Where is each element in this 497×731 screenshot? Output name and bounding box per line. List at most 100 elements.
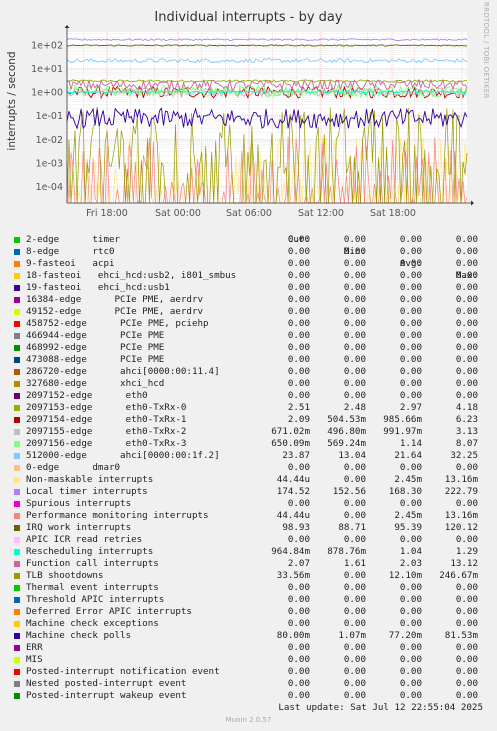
legend-swatch (14, 537, 20, 543)
legend-series-name: 49152-edge PCIe PME, aerdrv (26, 306, 204, 317)
legend-max: 0.00 (455, 498, 478, 509)
legend-max: 246.67m (439, 570, 478, 581)
legend-avg: 0.00 (399, 678, 422, 689)
legend-cur: 0.00 (287, 534, 310, 545)
legend-cur: 0.00 (287, 318, 310, 329)
legend-max: 13.12 (450, 558, 478, 569)
header-avg: Avg: (399, 258, 422, 269)
legend-row: Machine check polls 80.00m 1.07m 77.20m 81.5… (0, 630, 497, 642)
legend-cur: 80.00m (276, 630, 310, 641)
legend-series-name: ERR (26, 642, 43, 653)
legend-cur: 0.00 (287, 342, 310, 353)
legend-max: 0.00 (455, 354, 478, 365)
legend-min: 0.00 (343, 378, 366, 389)
series-line (66, 107, 468, 130)
x-tick-label: Sat 06:00 (226, 208, 272, 219)
legend-avg: 0.00 (399, 642, 422, 653)
legend-swatch (14, 285, 20, 291)
legend-series-name: IRQ work interrupts (26, 522, 132, 533)
legend-cur: 0.00 (287, 642, 310, 653)
legend-avg: 0.00 (399, 390, 422, 401)
legend-series-name: 473088-edge PCIe PME (26, 354, 165, 365)
legend-min: 2.48 (343, 402, 366, 413)
legend-min: 1.61 (343, 558, 366, 569)
legend-cur: 0.00 (287, 330, 310, 341)
legend-row: IRQ work interrupts 98.93 88.71 95.39 120.12 (0, 522, 497, 534)
legend-avg: 0.00 (399, 618, 422, 629)
legend-avg: 0.00 (399, 318, 422, 329)
legend-row: 468992-edge PCIe PME 0.00 0.00 0.00 0.00 (0, 342, 497, 354)
header-min: Min: (343, 246, 366, 257)
legend-min: 0.00 (343, 678, 366, 689)
legend-avg: 168.30 (388, 486, 422, 497)
legend-row: Non-maskable interrupts 44.44u 0.00 2.45m 13… (0, 474, 497, 486)
x-axis-arrow (471, 200, 474, 206)
legend-cur: 0.00 (287, 618, 310, 629)
legend-series-name: 2097153-edge eth0-TxRx-0 (26, 402, 187, 413)
legend-swatch (14, 489, 20, 495)
series-line (66, 83, 468, 99)
legend-cur: 0.00 (287, 594, 310, 605)
legend-avg: 0.00 (399, 234, 422, 245)
legend-max: 32.25 (450, 450, 478, 461)
legend-cur: 0.00 (287, 234, 310, 245)
legend-max: 0.00 (455, 366, 478, 377)
legend-avg: 0.00 (399, 462, 422, 473)
legend-min: 0.00 (343, 234, 366, 245)
legend-cur: 0.00 (287, 282, 310, 293)
legend-max: 0.00 (455, 318, 478, 329)
legend-min: 0.00 (343, 462, 366, 473)
legend-swatch (14, 573, 20, 579)
legend-max: 0.00 (455, 462, 478, 473)
legend-swatch (14, 333, 20, 339)
legend-row: 2097155-edge eth0-TxRx-2 671.02m 496.80m 99… (0, 426, 497, 438)
legend-avg: 0.00 (399, 594, 422, 605)
legend-cur: 44.44u (276, 474, 310, 485)
legend-series-name: 466944-edge PCIe PME (26, 330, 165, 341)
legend-row: 18-fasteoi ehci_hcd:usb2, i801_smbus 0.00… (0, 270, 497, 282)
legend-row: 8-edge rtc0 0.00 0.00 0.00 0.00 (0, 246, 497, 258)
legend-min: 13.04 (338, 450, 366, 461)
legend-min: 0.00 (343, 366, 366, 377)
legend-series-name: 16384-edge PCIe PME, aerdrv (26, 294, 204, 305)
legend-cur: 33.56m (276, 570, 310, 581)
legend-max: 0.00 (455, 690, 478, 701)
legend-series-name: 2097155-edge eth0-TxRx-2 (26, 426, 187, 437)
legend-avg: 77.20m (388, 630, 422, 641)
legend-cur: 0.00 (287, 498, 310, 509)
legend-swatch (14, 477, 20, 483)
legend-max: 222.79 (444, 486, 478, 497)
series-line (66, 44, 468, 47)
legend-avg: 2.03 (399, 558, 422, 569)
legend-min: 0.00 (343, 498, 366, 509)
legend-cur: 0.00 (287, 258, 310, 269)
legend-avg: 12.10m (388, 570, 422, 581)
legend-cur: 650.09m (271, 438, 310, 449)
legend-series-name: 19-fasteoi ehci_hcd:usb1 (26, 282, 170, 293)
legend-series-name: Spurious interrupts (26, 498, 132, 509)
legend-swatch (14, 429, 20, 435)
y-tick-label: 1e-02 (36, 135, 63, 146)
legend-row: TLB shootdowns 33.56m 0.00 12.10m 246.67m (0, 570, 497, 582)
legend-max: 81.53m (444, 630, 478, 641)
legend-cur: 0.00 (287, 246, 310, 257)
legend-min: 0.00 (343, 294, 366, 305)
legend-row: Threshold APIC interrupts 0.00 0.00 0.00 0.0… (0, 594, 497, 606)
legend-min: 0.00 (343, 474, 366, 485)
legend-swatch (14, 657, 20, 663)
legend-cur: 0.00 (287, 354, 310, 365)
legend-avg: 0.00 (399, 258, 422, 269)
header-max: Max: (455, 270, 478, 281)
legend-max: 0.00 (455, 234, 478, 245)
y-tick-label: 1e+01 (31, 64, 63, 75)
legend-cur: 0.00 (287, 306, 310, 317)
legend-swatch (14, 465, 20, 471)
legend-max: 6.23 (455, 414, 478, 425)
legend-row: Posted-interrupt wakeup event 0.00 0.00 0.0… (0, 690, 497, 702)
legend-cur: 0.00 (287, 366, 310, 377)
legend-avg: 0.00 (399, 306, 422, 317)
legend-min: 0.00 (343, 354, 366, 365)
y-axis-arrow (64, 25, 70, 28)
legend-series-name: 2-edge timer (26, 234, 121, 245)
y-tick-label: 1e-04 (36, 182, 63, 193)
